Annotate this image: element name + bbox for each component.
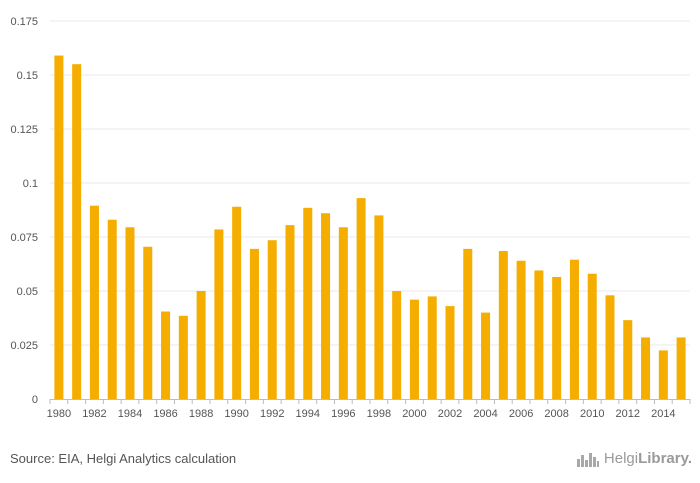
x-tick-label: 1998 — [367, 408, 391, 420]
bar-1997[interactable] — [356, 198, 366, 399]
helgi-library-logo[interactable]: Helgi Library. — [576, 450, 692, 467]
x-tick-label: 1980 — [47, 408, 71, 420]
x-tick-label: 2004 — [473, 408, 497, 420]
bar-1981[interactable] — [72, 64, 82, 399]
bar-1989[interactable] — [214, 229, 224, 399]
bar-2014[interactable] — [658, 350, 668, 399]
city-skyline-icon — [576, 452, 599, 467]
bar-1982[interactable] — [89, 205, 99, 399]
bar-2007[interactable] — [534, 270, 544, 399]
bar-2012[interactable] — [623, 320, 633, 399]
source-note: Source: EIA, Helgi Analytics calculation — [10, 451, 237, 466]
bar-1985[interactable] — [143, 246, 153, 399]
bar-1993[interactable] — [285, 225, 295, 399]
x-tick-label: 1992 — [260, 408, 284, 420]
bar-2004[interactable] — [481, 312, 491, 399]
x-tick-label: 2006 — [509, 408, 533, 420]
bar-2008[interactable] — [552, 276, 562, 399]
bar-1994[interactable] — [303, 207, 313, 399]
x-tick-label: 2014 — [651, 408, 675, 420]
bar-2015[interactable] — [676, 337, 686, 399]
x-tick-label: 1994 — [296, 408, 320, 420]
x-tick-label: 2000 — [402, 408, 426, 420]
x-tick-label: 1986 — [153, 408, 177, 420]
x-tick-label: 1990 — [224, 408, 248, 420]
bar-2009[interactable] — [569, 259, 579, 399]
bar-1999[interactable] — [392, 291, 402, 399]
bar-2000[interactable] — [409, 299, 419, 399]
gridlines — [50, 20, 690, 346]
y-tick-label: 0.175 — [10, 16, 38, 28]
bar-2003[interactable] — [463, 248, 473, 399]
x-tick-label: 2012 — [616, 408, 640, 420]
bar-1987[interactable] — [178, 315, 188, 399]
logo-text-light: Helgi — [603, 450, 639, 467]
bar-1983[interactable] — [107, 219, 117, 399]
x-tick-label: 1984 — [118, 408, 142, 420]
bar-1988[interactable] — [196, 291, 206, 399]
y-tick-label: 0 — [32, 394, 38, 406]
bars — [54, 55, 686, 400]
y-axis-labels: 0 0.025 0.05 0.075 0.1 0.125 0.15 0.175 — [10, 16, 38, 406]
bar-1990[interactable] — [232, 206, 242, 399]
bar-1980[interactable] — [54, 55, 64, 400]
x-axis-labels: 1980 1982 1984 1986 1988 1990 1992 1994 1996 1998… — [47, 408, 676, 420]
bar-2011[interactable] — [605, 295, 615, 399]
x-tick-label: 1996 — [331, 408, 355, 420]
y-tick-label: 0.075 — [10, 232, 38, 244]
y-tick-label: 0.05 — [17, 286, 38, 298]
y-tick-label: 0.125 — [10, 124, 38, 136]
x-tick-label: 2008 — [544, 408, 568, 420]
y-tick-label: 0.025 — [10, 340, 38, 352]
bar-1995[interactable] — [321, 213, 331, 399]
bar-2006[interactable] — [516, 260, 526, 399]
x-tick-label: 1982 — [82, 408, 106, 420]
bar-2010[interactable] — [587, 273, 597, 399]
bar-1996[interactable] — [338, 227, 348, 399]
x-tick-label: 2010 — [580, 408, 604, 420]
bar-1991[interactable] — [249, 248, 259, 399]
bar-2005[interactable] — [498, 251, 508, 399]
x-tick-label: 1988 — [189, 408, 213, 420]
bar-2001[interactable] — [427, 296, 437, 399]
bar-1984[interactable] — [125, 227, 135, 399]
x-tick-label: 2002 — [438, 408, 462, 420]
bar-1998[interactable] — [374, 215, 384, 399]
y-tick-label: 0.15 — [17, 70, 38, 82]
bar-1992[interactable] — [267, 240, 277, 399]
x-axis-ticks — [49, 399, 691, 404]
bar-2002[interactable] — [445, 306, 455, 399]
y-tick-label: 0.1 — [23, 178, 38, 190]
bar-1986[interactable] — [161, 311, 171, 399]
bar-2013[interactable] — [641, 337, 651, 399]
logo-text-bold: Library. — [638, 450, 692, 467]
